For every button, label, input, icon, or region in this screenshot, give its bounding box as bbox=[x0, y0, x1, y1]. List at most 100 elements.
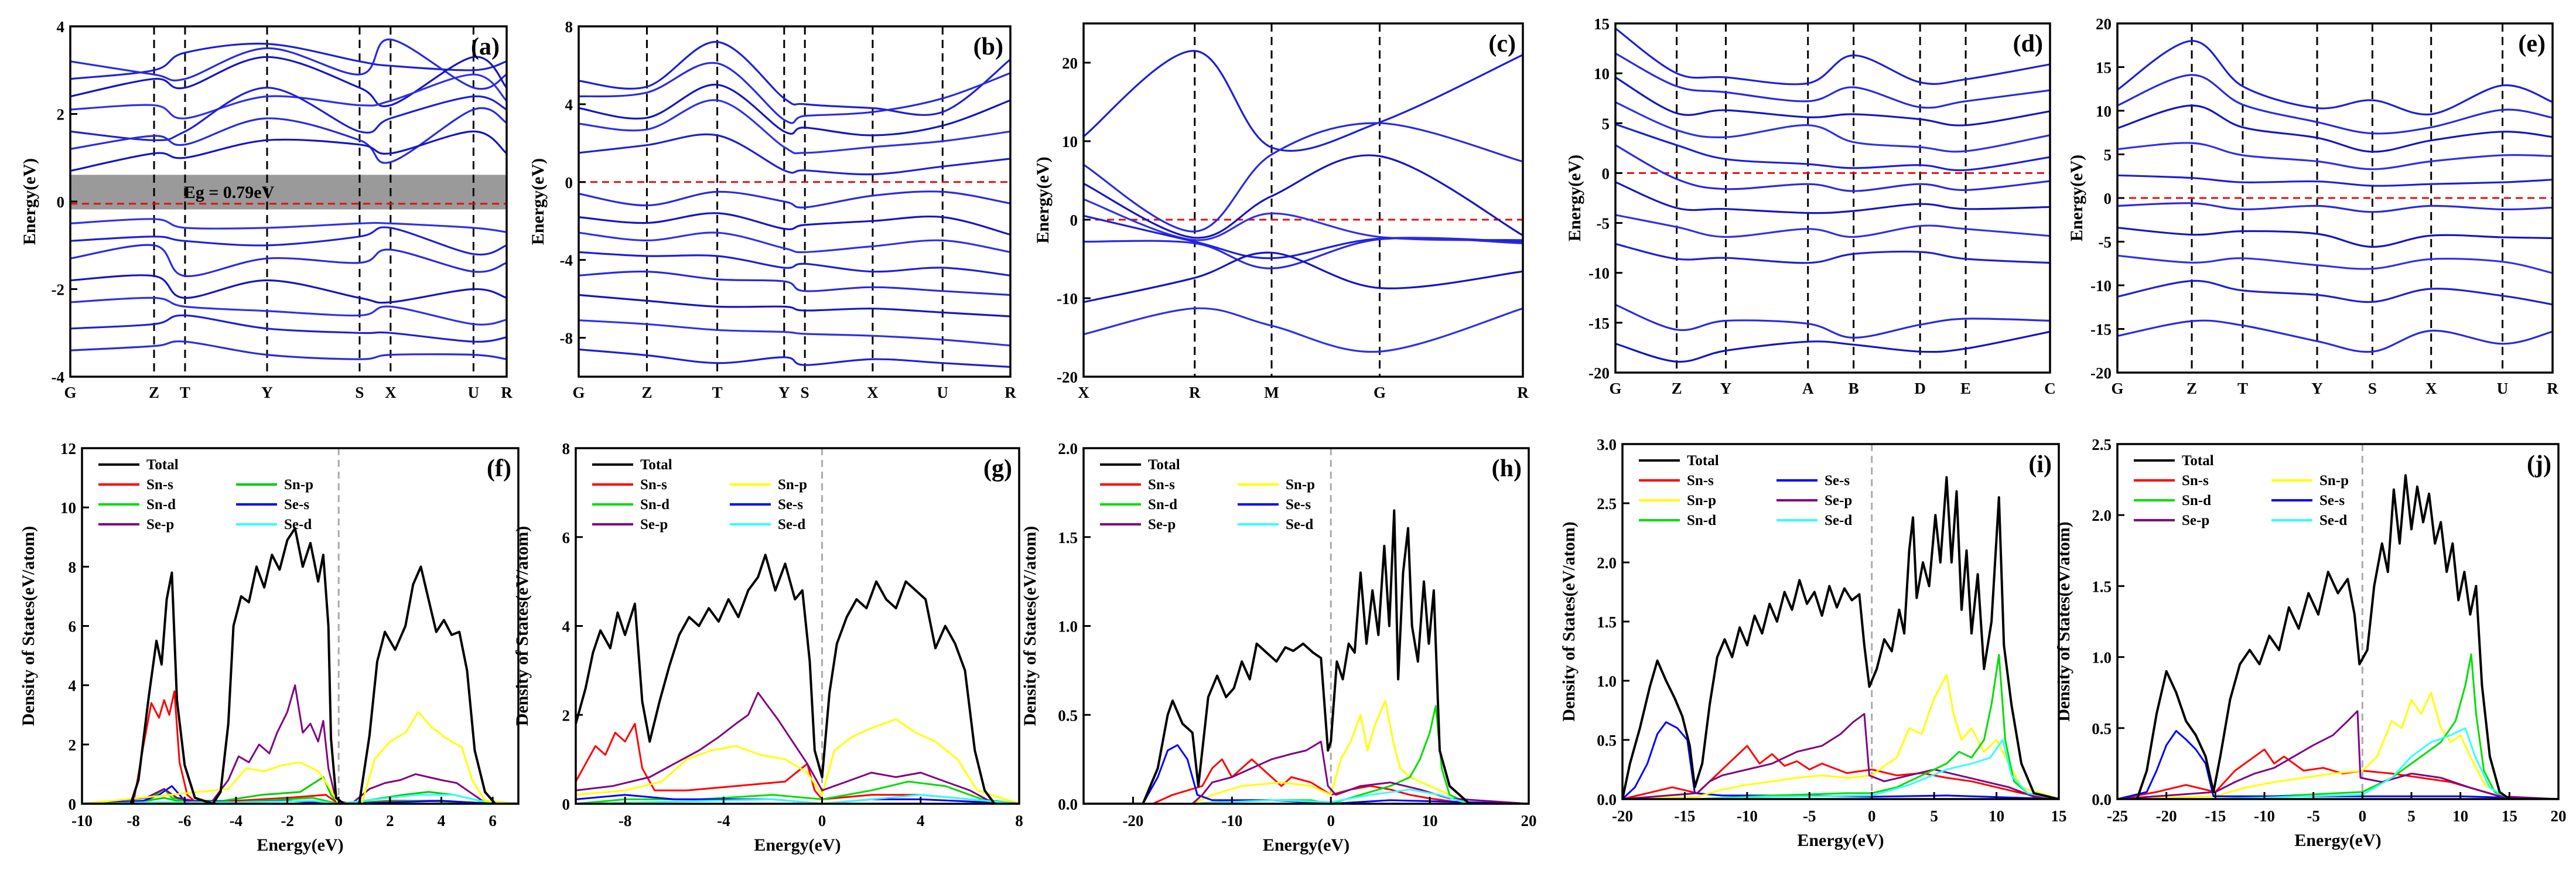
x-tick-label: -4 bbox=[717, 812, 730, 830]
panel-label: (a) bbox=[471, 33, 500, 60]
band-line bbox=[579, 212, 1010, 236]
legend-entry: Se-s bbox=[1776, 473, 1850, 489]
legend-entry: Total bbox=[592, 457, 672, 473]
legend-entry: Sn-p bbox=[2271, 473, 2349, 489]
dos-series-total bbox=[576, 554, 1019, 804]
legend-entry: Se-d bbox=[1776, 513, 1852, 528]
dos-series-sn-p bbox=[1622, 674, 2059, 799]
panel-label: (f) bbox=[487, 455, 511, 482]
band-line bbox=[1084, 50, 1523, 152]
band-line bbox=[70, 130, 507, 172]
y-tick-label: -5 bbox=[2099, 234, 2112, 251]
plot-area-d bbox=[1615, 23, 2050, 373]
legend-entry: Se-p bbox=[98, 517, 174, 533]
x-tick-label: 4 bbox=[438, 812, 446, 830]
y-tick-label: 0 bbox=[1602, 165, 1610, 182]
kpoint-label: X bbox=[1078, 384, 1089, 401]
x-tick-label: -2 bbox=[281, 812, 294, 830]
y-tick-label: 3.0 bbox=[1597, 436, 1617, 453]
band-line bbox=[70, 38, 507, 90]
x-tick-label: -4 bbox=[230, 812, 243, 830]
band-line bbox=[2117, 319, 2553, 353]
y-axis-label: Energy(eV) bbox=[2067, 155, 2086, 241]
panel-label: (i) bbox=[2028, 451, 2052, 478]
x-tick-label: 6 bbox=[488, 812, 497, 830]
dos-series-se-d bbox=[1622, 739, 2059, 799]
band-line bbox=[579, 348, 1010, 368]
y-tick-label: -15 bbox=[1588, 315, 1610, 332]
y-tick-label: 2.0 bbox=[2092, 507, 2112, 524]
kpoint-label: X bbox=[867, 384, 879, 401]
band-line bbox=[1084, 237, 1523, 269]
panel-g: -8 -4 0 4 8 Energy(eV) Total Sn-s Sn-p Sn-d Se-s Se… bbox=[513, 440, 1023, 855]
legend-entry: Sn-d bbox=[1639, 513, 1716, 528]
plot-area-f bbox=[82, 448, 518, 804]
panel-j: -25 -20 -15 -10 -5 0 5 10 15 20 Energy(eV) Total Sn-… bbox=[2054, 436, 2567, 850]
y-tick-label: 2 bbox=[69, 736, 77, 754]
legend-label: Se-s bbox=[284, 497, 309, 513]
y-tick-label: 4 bbox=[69, 677, 77, 695]
y-tick-label: 0.0 bbox=[2092, 791, 2112, 808]
legend-entry: Sn-d bbox=[592, 497, 669, 513]
x-tick-label: 10 bbox=[1989, 807, 2004, 825]
plot-area-e bbox=[2117, 23, 2553, 373]
legend-entry: Sn-s bbox=[1100, 477, 1175, 493]
y-axis-label: Density of States(eV/atom) bbox=[1559, 521, 1579, 722]
panel-a: Eg = 0.79eV G Z T Y S X U R -4 -2 0 2 4 Energy(eV) (a) bbox=[20, 18, 513, 401]
legend-entry: Sn-d bbox=[98, 497, 176, 513]
y-tick-label: 2.0 bbox=[1597, 554, 1617, 572]
kpoint-label: E bbox=[1960, 380, 1971, 397]
kpoint-label: Z bbox=[2186, 380, 2197, 397]
legend-entry: Sn-p bbox=[1238, 477, 1315, 493]
x-tick-label: -8 bbox=[619, 812, 632, 830]
band-line bbox=[579, 251, 1010, 277]
plot-area-h bbox=[1084, 448, 1529, 804]
band-line bbox=[579, 294, 1010, 318]
band-line bbox=[579, 62, 1010, 124]
legend-label: Sn-p bbox=[1687, 493, 1716, 509]
x-tick-label: -8 bbox=[127, 812, 140, 830]
kpoint-label: Z bbox=[1672, 380, 1682, 397]
x-tick-label: -5 bbox=[2307, 807, 2320, 825]
x-tick-label: 0 bbox=[334, 812, 343, 830]
legend-label: Total bbox=[146, 457, 179, 473]
dos-series-partial bbox=[82, 711, 518, 804]
y-tick-label: 0.0 bbox=[1058, 796, 1078, 813]
kpoint-label: G bbox=[572, 384, 585, 401]
plot-area-g bbox=[576, 448, 1019, 804]
panel-label: (b) bbox=[973, 33, 1003, 60]
kpoint-label: R bbox=[1517, 384, 1529, 401]
y-tick-label: 2.5 bbox=[2092, 436, 2112, 453]
kpoint-label: Y bbox=[2311, 380, 2323, 397]
y-tick-label: 4 bbox=[562, 618, 570, 636]
y-tick-label: 10 bbox=[1594, 65, 1610, 83]
y-tick-label: -5 bbox=[1597, 215, 1610, 233]
dos-series-sn-p bbox=[2117, 691, 2558, 799]
band-gap-label: Eg = 0.79eV bbox=[184, 183, 275, 202]
band-line bbox=[579, 190, 1010, 209]
legend-entry: Se-s bbox=[2271, 493, 2345, 509]
x-tick-label: 5 bbox=[1930, 807, 1938, 825]
legend-entry: Total bbox=[98, 457, 179, 473]
x-tick-label: 8 bbox=[1015, 812, 1023, 830]
kpoint-label: R bbox=[1005, 384, 1016, 401]
y-tick-label: 0 bbox=[565, 174, 573, 192]
band-line bbox=[1084, 154, 1523, 239]
band-line bbox=[1615, 144, 2050, 192]
kpoint-label: U bbox=[2497, 380, 2509, 397]
dos-series-se-d bbox=[2117, 727, 2558, 799]
y-tick-label: 10 bbox=[1062, 133, 1078, 151]
y-tick-label: 1.0 bbox=[2092, 649, 2112, 667]
legend-entry: Sn-p bbox=[236, 477, 313, 493]
kpoint-label: G bbox=[1609, 380, 1621, 397]
y-tick-label: 0.5 bbox=[2092, 720, 2112, 738]
dos-series-total bbox=[1084, 509, 1529, 804]
band-line bbox=[1084, 122, 1523, 233]
kpoint-label: T bbox=[180, 384, 190, 401]
dos-series-se-d bbox=[82, 794, 518, 804]
y-tick-label: 0.0 bbox=[1597, 791, 1617, 808]
y-axis-label: Energy(eV) bbox=[1033, 156, 1053, 243]
y-tick-label: 12 bbox=[60, 440, 76, 458]
legend-label: Sn-p bbox=[1286, 477, 1315, 493]
